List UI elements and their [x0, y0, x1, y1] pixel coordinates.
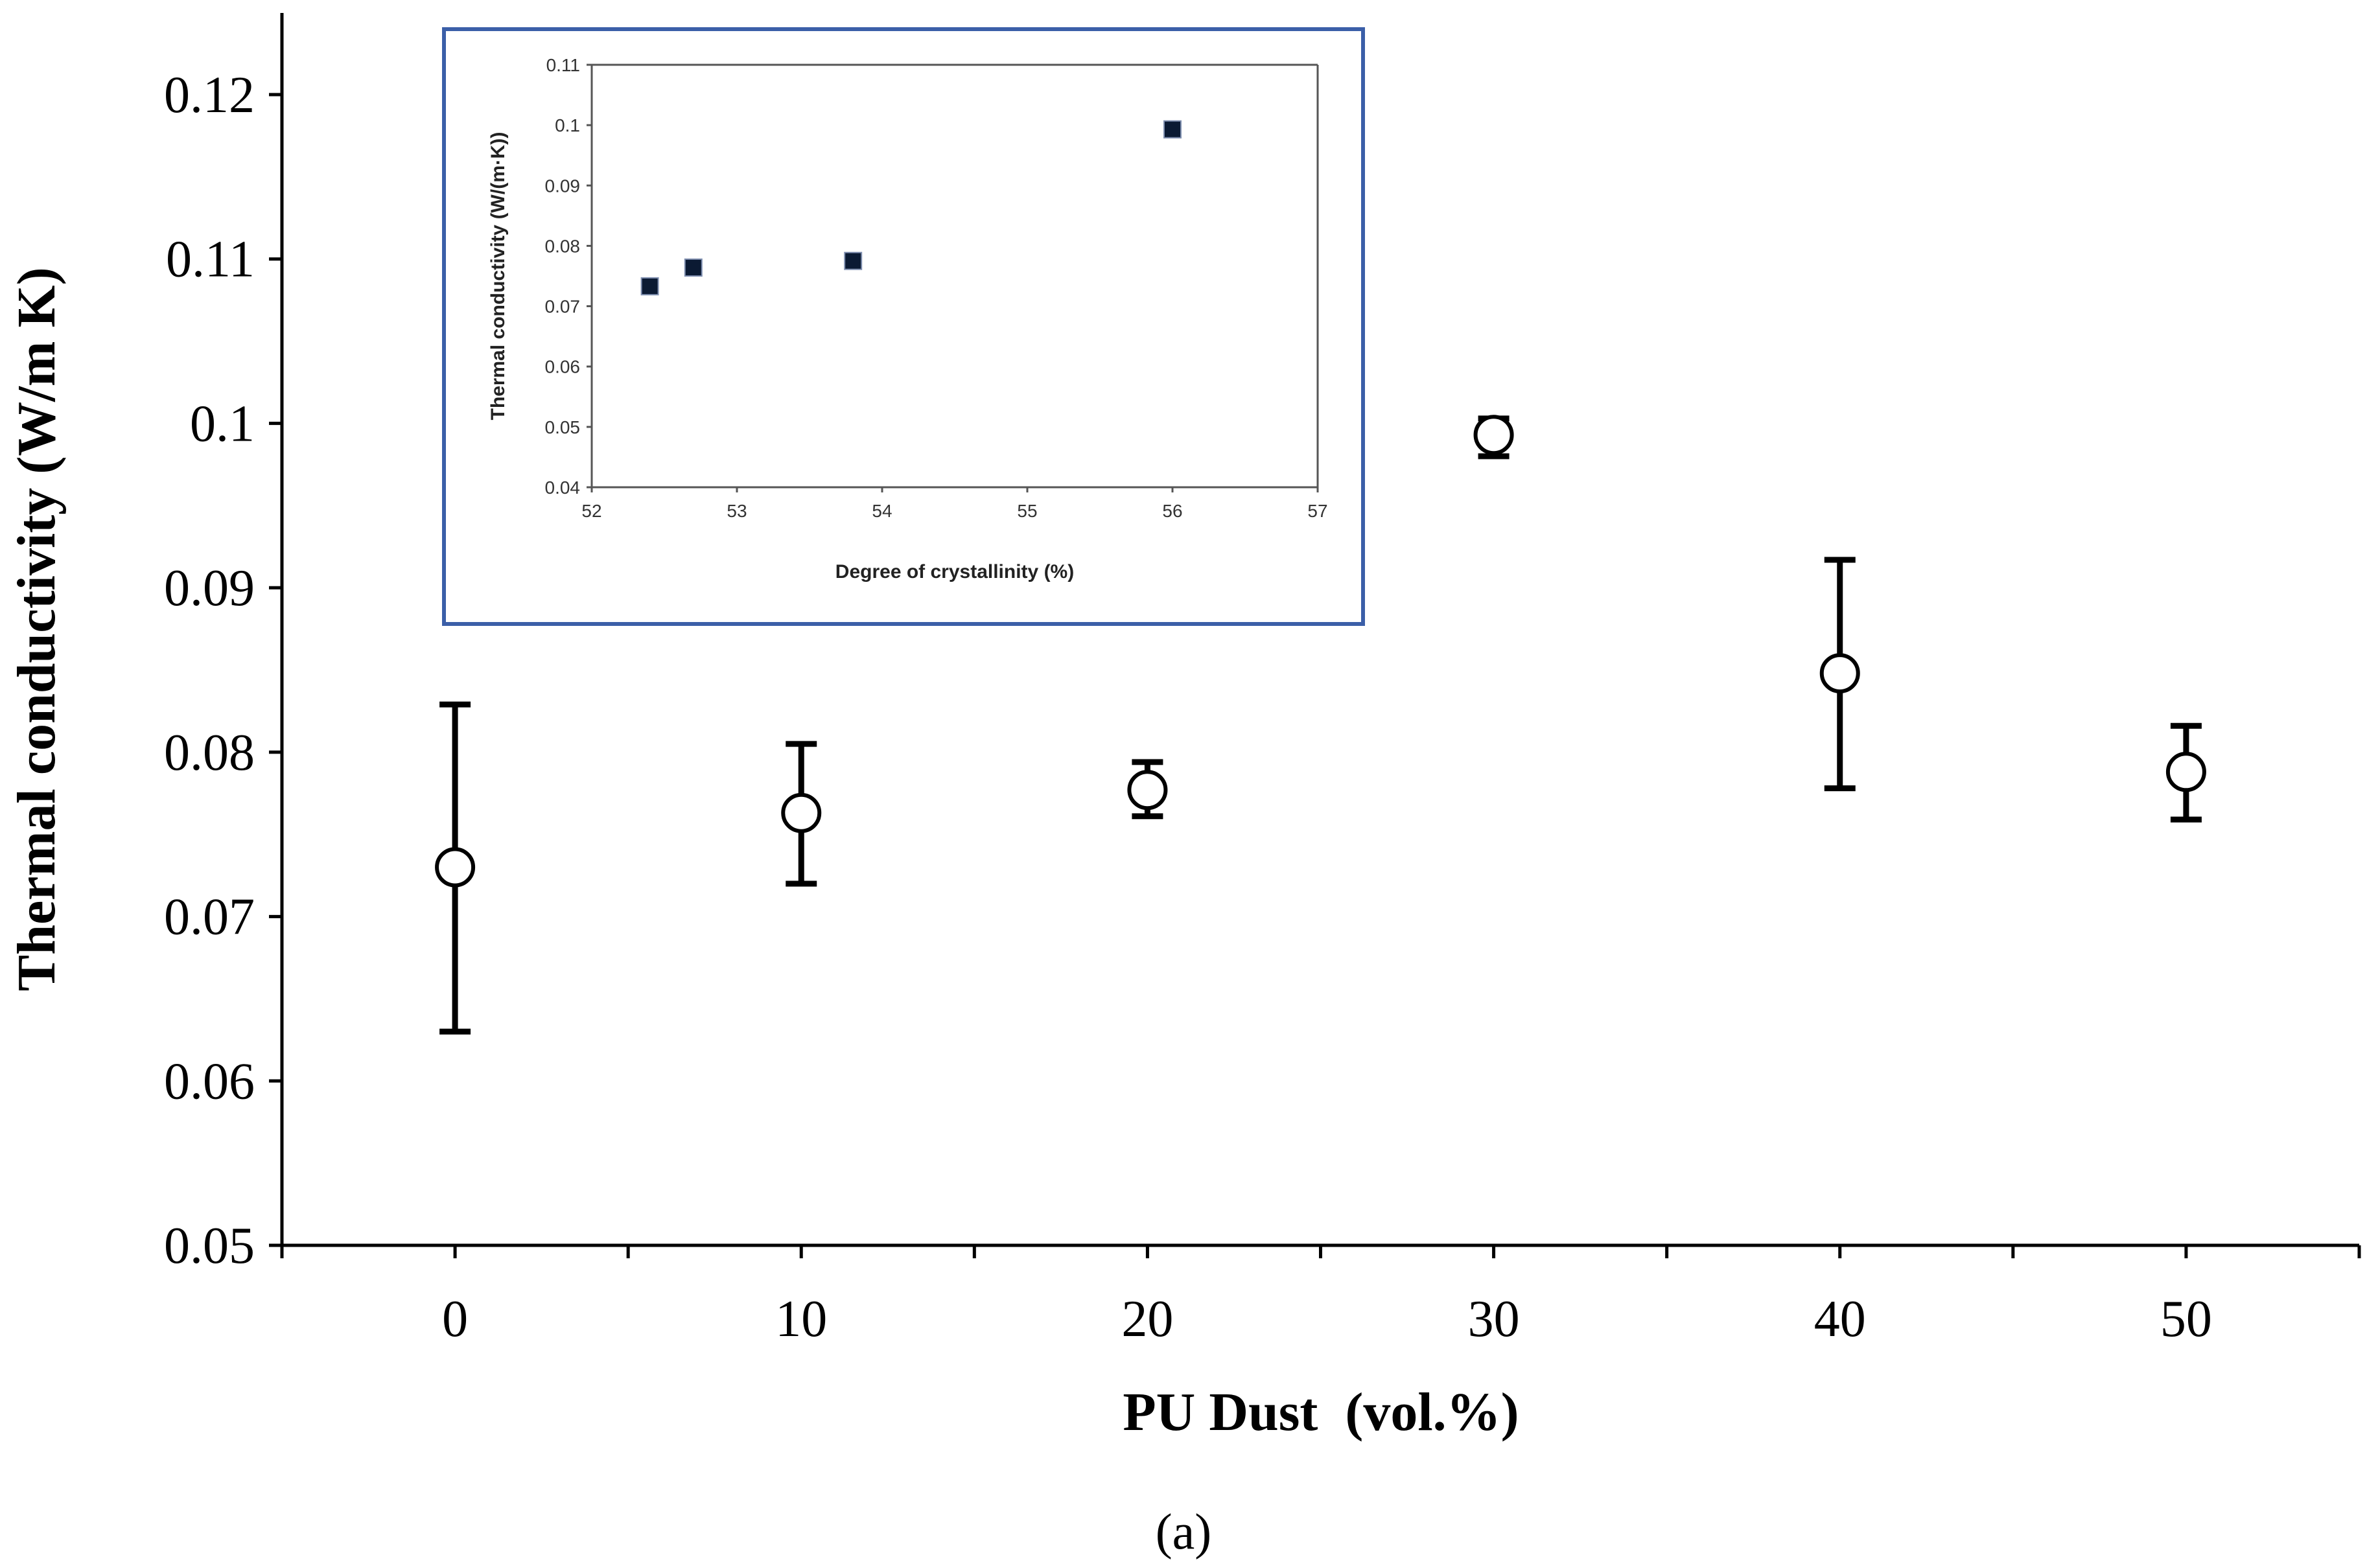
main-data-point [781, 792, 822, 833]
main-y-tick-label: 0.05 [164, 1217, 255, 1274]
inset-y-tick-label: 0.04 [545, 478, 581, 498]
inset-x-tick-label: 53 [727, 501, 747, 521]
main-y-ticks: 0.05 0.06 0.07 0.08 0.09 0.1 0.11 0.12 [164, 67, 282, 1274]
inset-data-point [640, 277, 659, 295]
inset-y-tick-label: 0.09 [545, 176, 581, 196]
inset-y-tick-label: 0.08 [545, 236, 581, 256]
inset-x-tick-label: 55 [1017, 501, 1037, 521]
figure-caption: (a) [1156, 1503, 1212, 1560]
inset-x-tick-label: 57 [1307, 501, 1327, 521]
main-data-point [1819, 653, 1860, 694]
main-y-axis-title: Thermal conductivity (W/m K) [6, 267, 67, 991]
main-x-tick-label: 20 [1121, 1291, 1173, 1348]
inset-y-tick-label: 0.11 [546, 55, 580, 75]
main-points [435, 415, 2206, 888]
inset-x-tick-label: 52 [581, 501, 601, 521]
inset-x-tick-label: 54 [872, 501, 892, 521]
inset-points [640, 120, 1182, 295]
inset-data-point [844, 251, 863, 270]
inset-x-axis-title: Degree of crystallinity (%) [835, 561, 1074, 582]
main-y-tick-label: 0.06 [164, 1053, 255, 1110]
inset-chart: 0.04 0.05 0.06 0.07 0.08 0.09 0.1 0.11 52 53 54 55… [442, 27, 1365, 626]
main-x-axis-title: PU Dust (vol.%) [1123, 1382, 1519, 1442]
main-chart: 0.05 0.06 0.07 0.08 0.09 0.1 0.11 0.12 0 10 20 30 4… [6, 13, 2361, 1442]
inset-y-tick-label: 0.05 [545, 417, 581, 437]
inset-x-ticks: 52 53 54 55 56 57 [581, 487, 1328, 521]
main-data-point [2165, 752, 2206, 792]
inset-y-tick-label: 0.07 [545, 297, 581, 317]
inset-data-point [684, 258, 703, 277]
main-data-point [1473, 415, 1514, 455]
main-x-tick-label: 50 [2160, 1291, 2212, 1348]
inset-y-tick-label: 0.1 [555, 115, 580, 135]
inset-y-axis-title: Thermal conductivity (W/(m·K)) [487, 132, 509, 420]
main-y-tick-label: 0.1 [190, 395, 255, 452]
main-y-tick-label: 0.11 [166, 231, 255, 288]
inset-data-point [1163, 120, 1182, 139]
main-y-tick-label: 0.12 [164, 67, 255, 124]
main-data-point [1127, 770, 1168, 811]
inset-y-tick-label: 0.06 [545, 357, 581, 377]
inset-y-ticks: 0.04 0.05 0.06 0.07 0.08 0.09 0.1 0.11 [545, 55, 592, 498]
main-y-tick-label: 0.09 [164, 560, 255, 617]
inset-x-tick-label: 56 [1162, 501, 1182, 521]
main-data-point [435, 847, 476, 888]
main-x-ticks: 0 10 20 30 40 50 [280, 1245, 2361, 1348]
inset-frame [442, 27, 1365, 626]
main-y-tick-label: 0.07 [164, 889, 255, 946]
main-x-tick-label: 40 [1814, 1291, 1866, 1348]
main-y-tick-label: 0.08 [164, 724, 255, 781]
main-x-tick-label: 30 [1468, 1291, 1520, 1348]
main-x-tick-label: 10 [775, 1291, 827, 1348]
main-x-tick-label: 0 [442, 1291, 468, 1348]
